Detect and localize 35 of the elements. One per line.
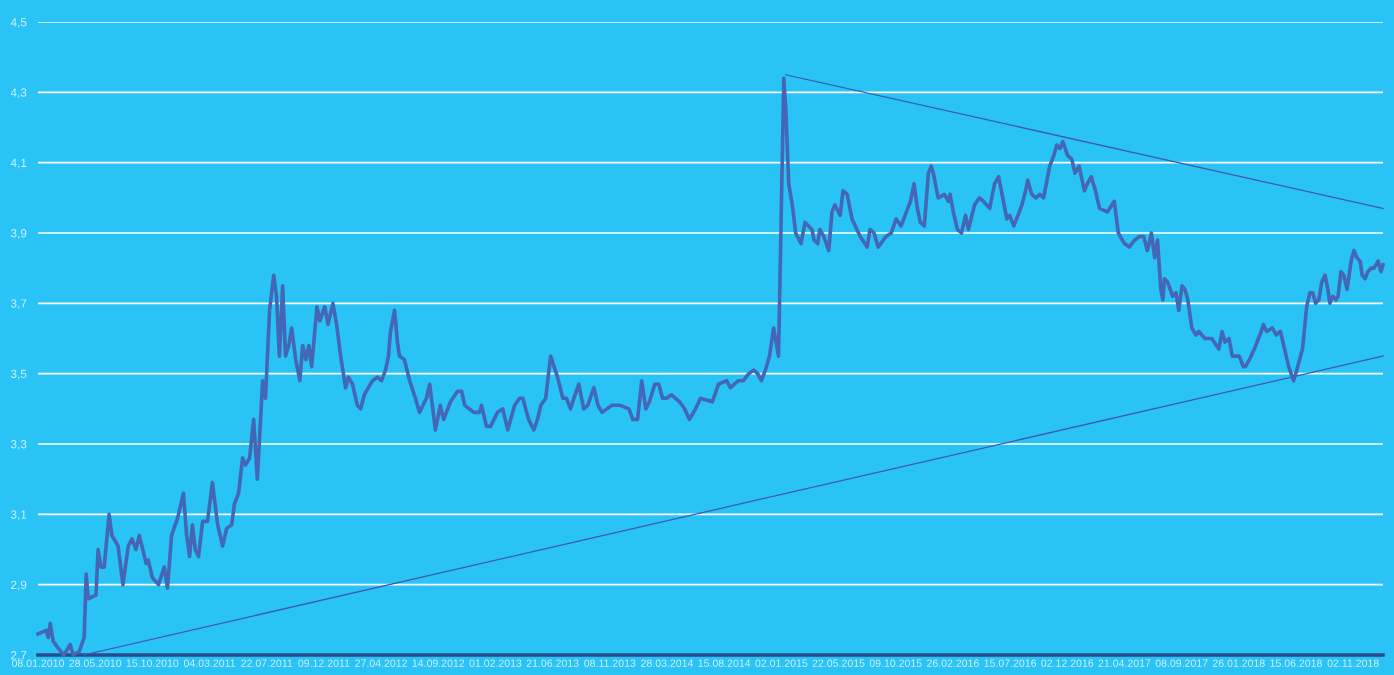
x-tick-label: 28.03.2014 bbox=[641, 659, 694, 667]
x-tick-label: 08.11.2013 bbox=[584, 659, 636, 667]
x-tick-label: 26.01.2018 bbox=[1212, 659, 1265, 667]
x-tick-label: 22.05.2015 bbox=[812, 659, 865, 667]
x-tick-label: 02.01.2015 bbox=[755, 659, 808, 667]
x-tick-label: 21.06.2013 bbox=[526, 659, 579, 667]
x-tick-label: 26.02.2016 bbox=[927, 659, 979, 667]
x-tick-label: 27.04.2012 bbox=[355, 659, 407, 667]
x-tick-label: 01.02.2013 bbox=[469, 659, 522, 667]
y-tick-label: 3,3 bbox=[10, 440, 27, 450]
x-tick-label: 09.10.2015 bbox=[869, 659, 922, 667]
y-tick-label: 3,1 bbox=[10, 510, 27, 521]
x-tick-label: 15.08.2014 bbox=[698, 659, 751, 667]
x-tick-label: 15.06.2018 bbox=[1270, 659, 1322, 667]
y-tick-label: 3,5 bbox=[10, 369, 27, 380]
x-tick-label: 08.01.2010 bbox=[12, 659, 64, 667]
x-tick-label: 02.12.2016 bbox=[1041, 659, 1094, 667]
x-tick-label: 09.12.2011 bbox=[298, 659, 350, 667]
y-tick-label: 4,3 bbox=[10, 88, 27, 99]
y-tick-label: 3,7 bbox=[10, 299, 27, 310]
x-tick-label: 21.04.2017 bbox=[1098, 659, 1151, 667]
x-tick-label: 14.09.2012 bbox=[412, 659, 465, 667]
y-tick-label: 3,9 bbox=[10, 229, 27, 239]
y-tick-label: 2,9 bbox=[11, 580, 27, 591]
line-series bbox=[36, 76, 1385, 657]
x-tick-label: 08.09.2017 bbox=[1155, 659, 1208, 667]
x-tick-label: 15.07.2016 bbox=[984, 659, 1037, 667]
y-tick-label: 4,5 bbox=[10, 18, 27, 28]
y-tick-label: 4,1 bbox=[10, 158, 27, 169]
y-tick-label: 2,7 bbox=[11, 651, 27, 661]
x-tick-label: 15.10.2010 bbox=[126, 659, 179, 667]
x-tick-label: 04.03.2011 bbox=[183, 659, 236, 667]
x-tick-label: 28.05.2010 bbox=[69, 659, 122, 667]
x-tick-label: 02.11.2018 bbox=[1327, 659, 1379, 667]
x-tick-label: 22.07.2011 bbox=[241, 659, 293, 667]
